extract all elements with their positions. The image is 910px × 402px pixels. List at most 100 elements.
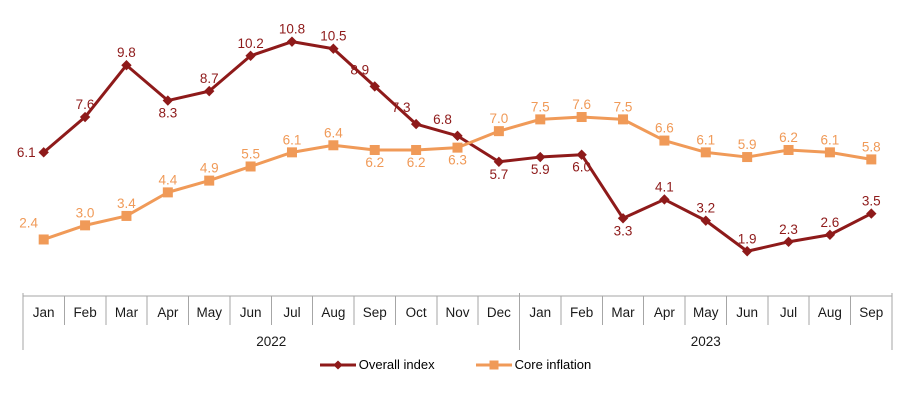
data-point-marker	[535, 114, 546, 125]
data-point-marker	[328, 140, 339, 151]
data-point-label: 4.9	[200, 161, 219, 176]
data-point-label: 10.2	[237, 36, 263, 51]
month-label: Jan	[33, 305, 55, 320]
month-label: Mar	[611, 305, 635, 320]
data-point-marker	[162, 187, 173, 198]
month-label: Mar	[115, 305, 139, 320]
data-point-marker	[121, 210, 132, 221]
data-point-marker	[535, 151, 546, 163]
data-point-marker	[700, 215, 711, 226]
data-point-marker	[866, 208, 877, 219]
data-point-label: 3.2	[696, 201, 715, 216]
data-point-marker	[659, 135, 670, 146]
month-label: Aug	[321, 305, 345, 320]
year-label: 2022	[256, 334, 286, 349]
data-point-marker	[286, 147, 297, 158]
data-point-marker	[80, 220, 91, 231]
data-point-marker	[783, 144, 794, 155]
month-label: Sep	[363, 305, 387, 320]
data-point-marker	[866, 154, 877, 165]
data-point-label: 3.4	[117, 196, 136, 211]
data-point-marker	[452, 130, 463, 142]
data-point-label: 6.1	[283, 132, 302, 147]
data-point-label: 6.2	[407, 155, 426, 170]
data-point-marker	[659, 194, 670, 205]
data-point-marker	[617, 213, 629, 224]
overall-index-legend-swatch	[319, 360, 356, 369]
data-point-label: 2.6	[821, 215, 840, 230]
data-point-marker	[204, 85, 215, 97]
data-point-marker	[79, 111, 91, 123]
data-point-marker	[369, 144, 380, 155]
data-point-label: 4.4	[158, 172, 177, 187]
data-point-label: 6.1	[821, 132, 840, 147]
data-point-label: 6.8	[433, 112, 452, 127]
month-label: Nov	[445, 305, 469, 320]
data-point-label: 6.2	[779, 130, 798, 145]
month-label: Sep	[859, 305, 883, 320]
data-point-label: 7.5	[531, 99, 550, 114]
data-point-marker	[783, 236, 794, 248]
data-point-marker	[38, 147, 49, 158]
month-label: Jun	[736, 305, 758, 320]
data-point-label: 6.1	[17, 145, 36, 160]
data-point-marker	[410, 118, 422, 130]
data-point-label: 1.9	[738, 231, 757, 246]
month-label: Oct	[406, 305, 427, 320]
month-label: May	[196, 305, 222, 320]
month-label: May	[693, 305, 719, 320]
data-point-label: 7.3	[392, 100, 411, 115]
chart-legend: Overall index Core inflation	[0, 357, 910, 372]
legend-item-core-inflation: Core inflation	[475, 357, 591, 372]
core-inflation-legend-swatch	[475, 360, 512, 369]
data-point-label: 5.7	[489, 167, 508, 182]
data-point-label: 5.8	[862, 139, 881, 154]
data-point-label: 3.3	[614, 223, 633, 238]
data-point-marker	[369, 81, 380, 92]
data-point-marker	[741, 246, 753, 257]
data-point-marker	[742, 152, 753, 163]
month-label: Apr	[654, 305, 676, 320]
data-point-label: 3.5	[862, 194, 881, 209]
data-point-marker	[824, 147, 835, 158]
month-label: Feb	[570, 305, 593, 320]
data-point-label: 5.9	[738, 137, 757, 152]
data-point-label: 3.0	[76, 205, 95, 220]
data-point-label: 7.0	[489, 111, 508, 126]
month-label: Jul	[283, 305, 300, 320]
data-point-marker	[245, 161, 256, 172]
data-point-marker	[328, 43, 339, 54]
legend-label-overall-index: Overall index	[358, 357, 435, 372]
data-point-label: 6.3	[448, 153, 467, 168]
data-point-label: 5.9	[531, 162, 550, 177]
data-point-marker	[38, 234, 49, 245]
month-label: Dec	[487, 305, 511, 320]
legend-item-overall-index: Overall index	[319, 357, 435, 372]
data-point-label: 6.1	[696, 132, 715, 147]
data-point-marker	[618, 114, 629, 125]
data-point-marker	[493, 156, 505, 167]
data-point-label: 8.9	[350, 62, 369, 77]
month-label: Jun	[240, 305, 262, 320]
data-point-label: 7.6	[76, 97, 95, 112]
data-point-label: 6.2	[365, 155, 384, 170]
data-point-marker	[162, 95, 174, 106]
data-point-marker	[286, 36, 298, 47]
data-point-label: 4.1	[655, 179, 674, 194]
data-point-label: 10.5	[320, 29, 346, 44]
data-point-label: 9.8	[117, 45, 136, 60]
data-point-label: 2.3	[779, 222, 798, 237]
data-point-label: 6.6	[655, 121, 674, 136]
year-label: 2023	[691, 334, 721, 349]
data-point-label: 8.7	[200, 71, 219, 86]
data-point-label: 10.8	[279, 22, 305, 37]
data-point-label: 6.4	[324, 125, 343, 140]
data-point-marker	[452, 142, 463, 153]
data-point-marker	[245, 50, 256, 61]
data-point-label: 7.5	[614, 99, 633, 114]
data-point-label: 8.3	[158, 106, 177, 121]
data-point-marker	[700, 147, 711, 158]
data-point-label: 7.6	[572, 97, 591, 112]
